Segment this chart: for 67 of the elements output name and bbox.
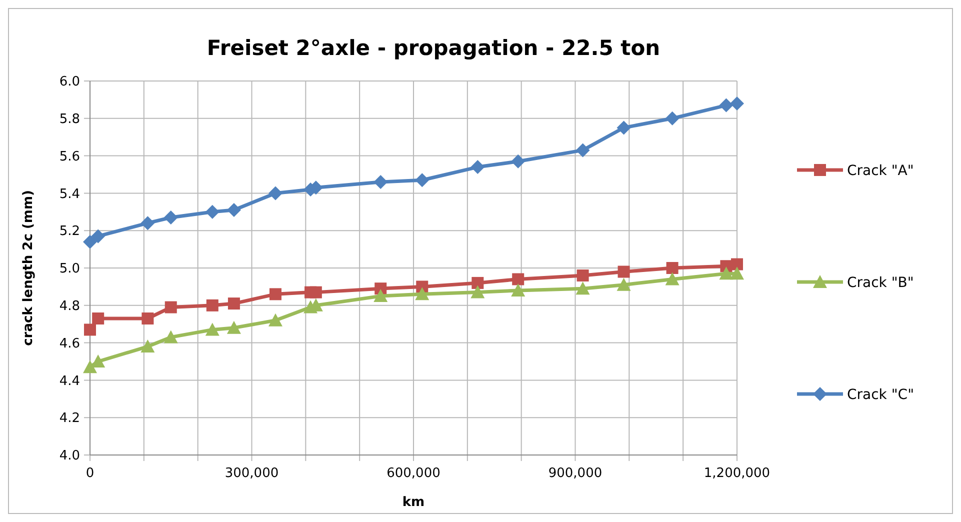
point xyxy=(91,229,106,244)
point xyxy=(268,313,282,326)
x-axis-title: km xyxy=(402,495,425,510)
y-tick-label: 4.8 xyxy=(59,298,80,314)
point xyxy=(616,120,631,135)
point xyxy=(666,262,678,274)
legend-label: Crack "C" xyxy=(847,386,914,403)
point xyxy=(415,173,430,188)
point xyxy=(205,204,220,219)
x-tick-label: 900,000 xyxy=(548,466,602,481)
y-tick-label: 5.0 xyxy=(59,262,80,277)
y-tick-label: 5.4 xyxy=(59,186,80,202)
point xyxy=(512,273,524,286)
point xyxy=(576,282,590,295)
point xyxy=(84,324,96,336)
y-tick-label: 5.2 xyxy=(59,224,80,240)
point xyxy=(719,98,734,112)
point xyxy=(719,266,734,280)
point xyxy=(472,276,484,289)
y-axis-title: crack length 2c (mm) xyxy=(21,190,36,346)
point xyxy=(665,272,680,286)
point xyxy=(226,320,241,334)
point xyxy=(83,234,97,249)
point xyxy=(511,283,526,296)
point xyxy=(374,174,388,189)
point xyxy=(374,289,388,302)
x-tick-label: 300,000 xyxy=(224,466,279,481)
legend-label: Crack "A" xyxy=(847,162,914,179)
point xyxy=(576,269,589,282)
point xyxy=(616,278,631,291)
point xyxy=(415,287,430,300)
point xyxy=(226,203,241,218)
point xyxy=(164,330,178,344)
point xyxy=(511,154,526,168)
x-tick-label: 1,200,000 xyxy=(704,466,770,481)
point xyxy=(140,216,155,230)
point xyxy=(665,111,680,126)
point xyxy=(205,322,220,336)
point xyxy=(618,266,630,278)
point xyxy=(730,266,744,280)
point xyxy=(731,258,743,270)
y-tick-label: 4.2 xyxy=(59,411,80,426)
point xyxy=(470,285,485,298)
y-tick-label: 5.8 xyxy=(59,112,80,127)
y-tick-label: 6.0 xyxy=(59,74,80,90)
y-tick-label: 4.0 xyxy=(59,448,80,464)
point xyxy=(164,210,178,225)
point xyxy=(576,143,590,158)
chart-title: Freiset 2°axle - propagation - 22.5 ton xyxy=(206,36,660,60)
point xyxy=(310,286,322,298)
x-tick-label: 0 xyxy=(86,466,94,481)
y-tick-label: 4.6 xyxy=(59,336,80,352)
x-tick-label: 600,000 xyxy=(386,466,440,481)
point xyxy=(142,312,154,324)
point xyxy=(206,299,218,312)
point xyxy=(140,340,155,353)
y-tick-label: 5.6 xyxy=(59,149,80,164)
point xyxy=(228,298,240,310)
point xyxy=(730,96,744,110)
point xyxy=(268,186,282,200)
y-tick-label: 4.4 xyxy=(59,374,80,389)
point xyxy=(269,288,282,300)
legend-label: Crack "B" xyxy=(847,274,914,291)
point xyxy=(470,160,485,174)
point xyxy=(92,312,104,324)
point xyxy=(83,360,97,374)
point xyxy=(164,301,177,314)
